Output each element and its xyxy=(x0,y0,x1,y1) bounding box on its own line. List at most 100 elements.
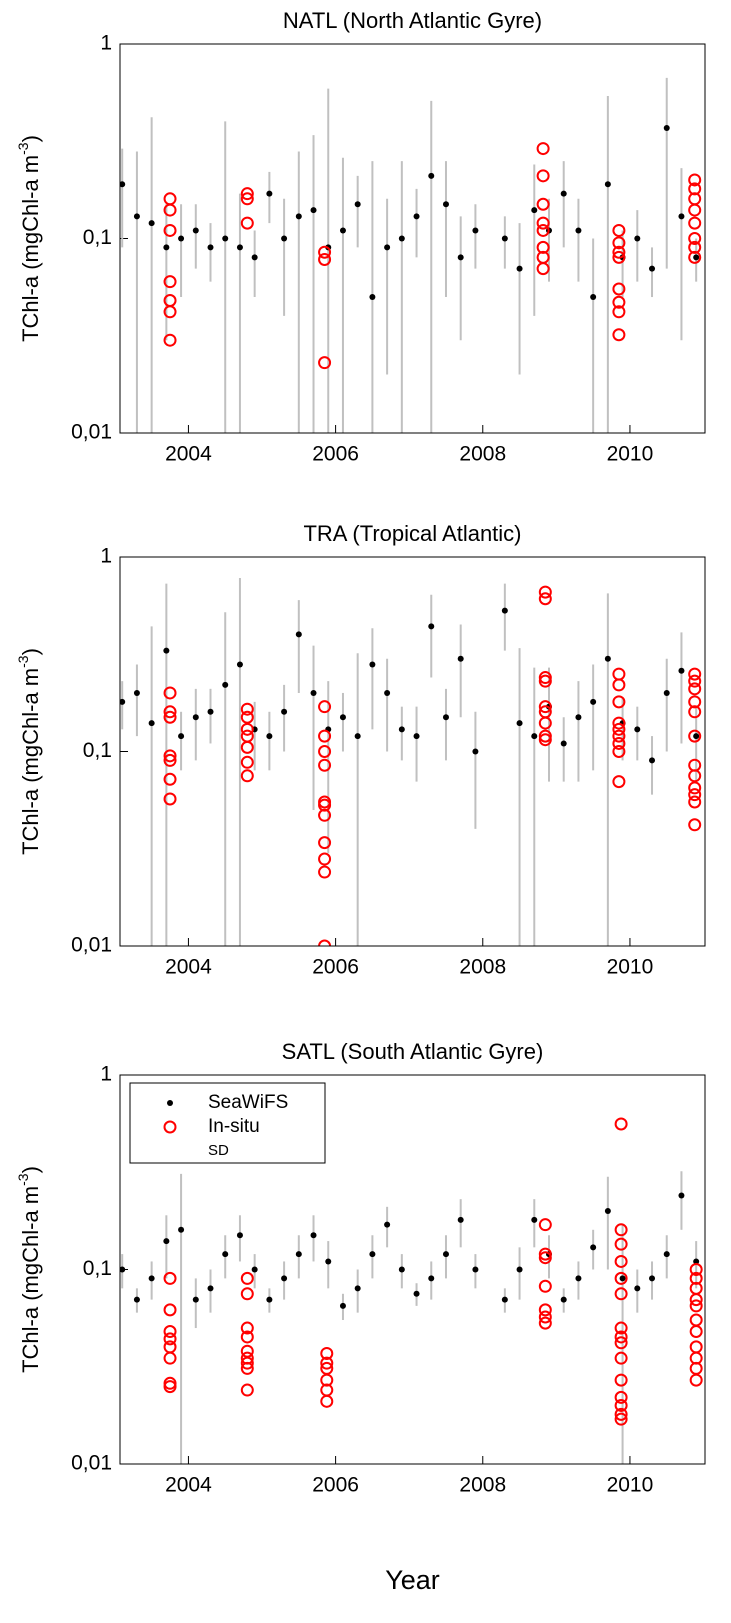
insitu-point xyxy=(538,733,552,747)
insitu-point xyxy=(240,769,254,783)
insitu-point xyxy=(612,775,626,789)
insitu-point xyxy=(163,710,177,724)
seawifs-point xyxy=(428,623,435,630)
insitu-point xyxy=(163,1340,177,1354)
plot-area xyxy=(120,577,702,946)
seawifs-point xyxy=(501,235,508,242)
insitu-point xyxy=(240,729,254,743)
panel: NATL (North Atlantic Gyre) TChl-a (mgChl-… xyxy=(15,8,706,466)
seawifs-point xyxy=(192,227,199,234)
seawifs-point xyxy=(604,655,611,662)
seawifs-point xyxy=(693,254,700,261)
insitu-point xyxy=(240,1321,254,1335)
insitu-point xyxy=(689,1293,703,1307)
y-tick-label: 0,1 xyxy=(83,226,112,249)
insitu-point xyxy=(688,705,702,719)
seawifs-point xyxy=(339,1302,346,1309)
seawifs-point xyxy=(693,733,700,740)
seawifs-point xyxy=(281,1275,288,1282)
insitu-point xyxy=(612,745,626,758)
seawifs-point xyxy=(354,733,361,740)
seawifs-point xyxy=(236,661,243,668)
y-tick-label: 1 xyxy=(100,32,112,55)
seawifs-point xyxy=(531,1216,538,1223)
insitu-point xyxy=(538,592,552,606)
seawifs-point xyxy=(120,1266,126,1273)
insitu-point xyxy=(536,240,550,254)
x-tick-label: 2010 xyxy=(607,443,654,466)
chart-title: SATL (South Atlantic Gyre) xyxy=(282,1039,544,1064)
y-tick-label: 1 xyxy=(100,545,112,568)
insitu-point xyxy=(688,173,702,187)
y-tick-label: 0,01 xyxy=(71,1452,112,1475)
seawifs-point xyxy=(649,1275,656,1282)
plot-frame xyxy=(119,556,706,947)
seawifs-point xyxy=(413,213,420,220)
x-tick-label: 2004 xyxy=(165,1474,212,1497)
insitu-point xyxy=(614,1351,628,1365)
insitu-point xyxy=(612,282,626,296)
seawifs-point xyxy=(384,244,391,251)
insitu-point xyxy=(688,769,702,783)
seawifs-point xyxy=(369,294,376,301)
insitu-point xyxy=(612,250,626,264)
insitu-point xyxy=(612,716,626,730)
x-tick-label: 2004 xyxy=(165,443,212,466)
insitu-point xyxy=(614,1223,628,1237)
insitu-point xyxy=(240,710,254,724)
x-tick-label: 2010 xyxy=(607,956,654,979)
insitu-point xyxy=(689,1324,703,1338)
seawifs-point xyxy=(560,740,567,747)
seawifs-point xyxy=(236,244,243,251)
insitu-point xyxy=(240,216,254,230)
seawifs-point xyxy=(472,227,479,234)
seawifs-point xyxy=(207,1285,214,1292)
insitu-point xyxy=(689,1271,703,1285)
seawifs-point xyxy=(251,254,258,261)
legend: SeaWiFS SD In-situ xyxy=(129,1082,326,1164)
insitu-point xyxy=(688,682,702,696)
y-tick-label: 0,1 xyxy=(83,739,112,762)
y-tick-label: 0,01 xyxy=(71,934,112,957)
insitu-point xyxy=(240,702,254,716)
insitu-point xyxy=(163,275,177,289)
insitu-point xyxy=(240,1330,254,1344)
insitu-point xyxy=(688,781,702,795)
seawifs-point xyxy=(222,235,229,242)
insitu-point xyxy=(318,745,332,758)
insitu-point xyxy=(688,232,702,245)
insitu-point xyxy=(318,356,332,370)
insitu-point xyxy=(612,722,626,736)
insitu-point xyxy=(614,1237,628,1251)
seawifs-point xyxy=(590,698,597,705)
y-axis-label-part: ) xyxy=(18,135,43,142)
seawifs-point xyxy=(207,708,214,715)
insitu-point xyxy=(538,1247,552,1261)
seawifs-point xyxy=(678,667,685,674)
seawifs-point xyxy=(384,689,391,696)
x-tick-label: 2008 xyxy=(459,443,506,466)
insitu-point xyxy=(688,182,702,196)
insitu-point xyxy=(163,686,177,700)
insitu-point xyxy=(318,252,332,266)
insitu-point xyxy=(163,1271,177,1285)
x-tick-label: 2006 xyxy=(312,956,359,979)
seawifs-point xyxy=(678,213,685,220)
seawifs-point xyxy=(310,689,317,696)
insitu-point xyxy=(163,223,177,237)
insitu-point xyxy=(163,749,177,763)
insitu-point xyxy=(614,1336,628,1350)
seawifs-point xyxy=(163,647,170,654)
insitu-point xyxy=(614,1117,628,1131)
insitu-point xyxy=(240,1271,254,1285)
insitu-point xyxy=(240,187,254,201)
insitu-point xyxy=(320,1356,334,1370)
y-axis-label-part: TChl-a (mgChl-a m xyxy=(18,155,43,342)
insitu-point xyxy=(240,1287,254,1301)
seawifs-point xyxy=(560,190,567,197)
seawifs-point xyxy=(398,235,405,242)
insitu-point xyxy=(240,740,254,754)
x-tick-label: 2010 xyxy=(607,1474,654,1497)
seawifs-point xyxy=(663,1251,670,1258)
seawifs-point xyxy=(693,1258,700,1265)
